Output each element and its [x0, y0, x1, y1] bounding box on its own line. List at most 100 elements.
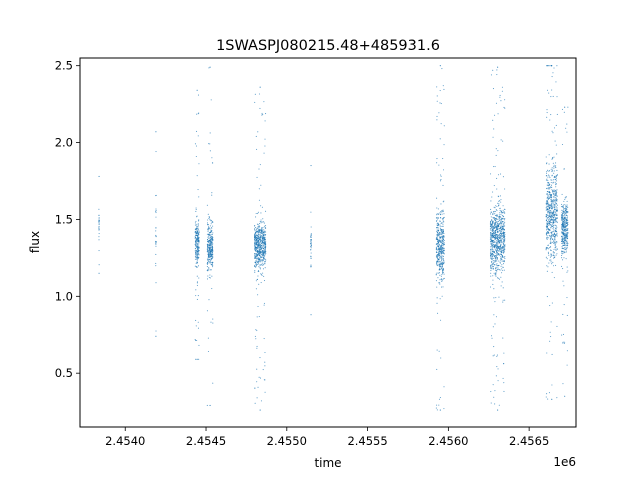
data-point: [210, 223, 212, 225]
data-point: [553, 236, 555, 238]
data-point: [552, 179, 555, 181]
data-point: [495, 234, 497, 236]
data-point: [442, 232, 444, 234]
data-point: [503, 224, 505, 226]
data-point: [260, 235, 262, 237]
data-point: [255, 212, 257, 215]
data-point: [254, 243, 256, 245]
data-point: [500, 251, 502, 253]
data-point: [98, 264, 100, 266]
data-point: [562, 206, 564, 208]
data-point: [547, 210, 549, 213]
data-point: [497, 222, 499, 225]
data-point: [552, 261, 554, 264]
data-point: [499, 223, 501, 225]
data-point: [501, 231, 503, 233]
data-point: [212, 266, 214, 268]
data-point: [439, 232, 441, 234]
data-point: [546, 197, 548, 199]
data-point: [442, 262, 444, 264]
data-point: [503, 261, 505, 263]
data-point: [561, 209, 563, 211]
data-point: [207, 259, 209, 261]
data-point: [257, 131, 259, 133]
data-point: [492, 260, 494, 262]
data-point: [499, 216, 502, 218]
data-point: [196, 282, 198, 284]
data-point: [436, 115, 438, 118]
data-point: [551, 169, 553, 171]
data-point: [496, 251, 498, 253]
data-point: [495, 227, 497, 229]
data-point: [552, 201, 555, 203]
data-point: [264, 253, 266, 255]
data-point: [258, 266, 260, 268]
data-point: [207, 219, 209, 221]
data-point: [563, 220, 565, 222]
data-point: [493, 231, 495, 233]
data-point: [438, 259, 440, 261]
data-point: [436, 286, 438, 288]
data-point: [551, 384, 553, 386]
data-point: [258, 227, 260, 229]
data-point: [195, 295, 197, 297]
data-point: [257, 226, 259, 228]
data-point: [197, 236, 199, 238]
data-point: [98, 227, 100, 229]
data-point: [439, 247, 441, 249]
data-point: [197, 94, 200, 96]
data-point: [260, 232, 263, 235]
data-point: [155, 243, 157, 245]
data-point: [206, 244, 208, 246]
data-point: [546, 222, 548, 224]
data-point: [561, 219, 564, 221]
data-point: [443, 242, 445, 244]
data-point: [490, 227, 492, 229]
data-point: [257, 228, 259, 230]
data-point: [260, 184, 262, 186]
data-point: [436, 213, 438, 215]
data-point: [197, 321, 199, 323]
data-point: [548, 187, 550, 189]
data-point: [504, 218, 506, 220]
data-point: [500, 249, 502, 251]
data-point: [493, 240, 495, 242]
data-point: [492, 384, 494, 386]
data-point: [257, 305, 259, 308]
data-point: [500, 201, 502, 203]
data-point: [552, 196, 554, 198]
data-point: [443, 216, 445, 218]
data-point: [257, 275, 259, 277]
data-point: [553, 176, 556, 178]
data-point: [155, 245, 157, 247]
data-point: [259, 258, 261, 261]
data-point: [436, 245, 438, 247]
data-point: [490, 257, 492, 259]
data-point: [196, 281, 199, 283]
data-point: [196, 237, 198, 239]
data-point: [554, 243, 556, 245]
data-point: [547, 237, 549, 239]
data-point: [265, 210, 267, 212]
data-point: [257, 244, 259, 246]
data-point: [548, 188, 550, 190]
data-point: [489, 173, 492, 175]
data-point: [443, 213, 445, 215]
data-point: [552, 132, 554, 134]
data-point: [261, 240, 264, 242]
data-point: [194, 236, 196, 238]
data-point: [492, 244, 495, 246]
data-point: [255, 235, 257, 237]
data-point: [436, 119, 438, 121]
data-point: [436, 86, 438, 88]
data-point: [197, 245, 199, 247]
data-point: [198, 253, 200, 255]
data-point: [546, 187, 548, 189]
data-point: [555, 208, 557, 210]
data-point: [207, 260, 209, 263]
data-point: [256, 247, 258, 249]
data-point: [437, 277, 439, 279]
data-point: [496, 69, 498, 71]
data-point: [547, 222, 549, 224]
data-point: [196, 253, 198, 255]
